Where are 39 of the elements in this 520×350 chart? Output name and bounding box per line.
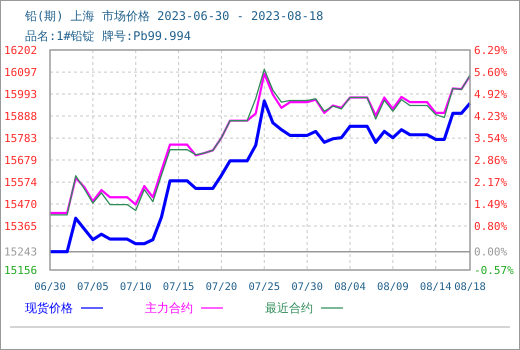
y-tick-label: 15156 <box>4 264 38 277</box>
y2-tick-label: 4.23% <box>474 110 508 124</box>
y-tick-label: 16097 <box>4 66 38 80</box>
y-tick-label: 16202 <box>4 44 38 57</box>
y-tick-label: 15365 <box>4 220 38 234</box>
chart-title: 铅(期) 上海 市场价格 2023-06-30 - 2023-08-18 <box>24 9 324 23</box>
legend-label: 最近合约 <box>265 301 313 315</box>
y2-tick-label: 6.29% <box>474 44 508 57</box>
y2-tick-label: -0.57% <box>474 264 514 277</box>
x-tick-label: 08/04 <box>334 281 366 293</box>
x-tick-label: 06/30 <box>34 281 66 293</box>
line-series <box>48 99 472 254</box>
x-tick-label: 07/30 <box>291 281 323 293</box>
y-tick-label: 15783 <box>4 132 38 146</box>
y2-tick-label: 2.86% <box>474 154 508 167</box>
x-tick-label: 07/10 <box>120 281 152 293</box>
chart-subtitle: 品名:1#铅锭 牌号:Pb99.994 <box>25 29 191 43</box>
x-tick-label: 08/14 <box>420 281 452 293</box>
y2-tick-label: 3.54% <box>474 132 508 146</box>
y-tick-label: 15993 <box>4 88 38 101</box>
x-tick-label: 08/09 <box>377 281 409 293</box>
y-tick-label: 15470 <box>4 198 38 211</box>
x-tick-label: 07/20 <box>206 281 238 293</box>
y2-tick-label: 5.60% <box>474 66 508 80</box>
x-tick-label: 08/18 <box>454 281 486 293</box>
y2-tick-label: 2.17% <box>474 176 508 190</box>
y-tick-label: 15574 <box>4 176 38 190</box>
y2-tick-label: 1.49% <box>474 198 508 211</box>
y-tick-label: 15888 <box>4 110 38 124</box>
legend-label: 现货价格 <box>25 301 73 315</box>
legend-label: 主力合约 <box>145 301 193 315</box>
y2-tick-label: 4.92% <box>474 88 508 101</box>
y-tick-label: 15243 <box>4 246 38 259</box>
y-tick-label: 15679 <box>4 154 38 167</box>
y2-tick-label: 0.00% <box>474 246 508 259</box>
y2-tick-label: 0.80% <box>474 220 508 234</box>
x-tick-label: 07/05 <box>77 281 109 293</box>
x-tick-label: 07/25 <box>248 281 280 293</box>
x-tick-label: 07/15 <box>162 281 194 293</box>
